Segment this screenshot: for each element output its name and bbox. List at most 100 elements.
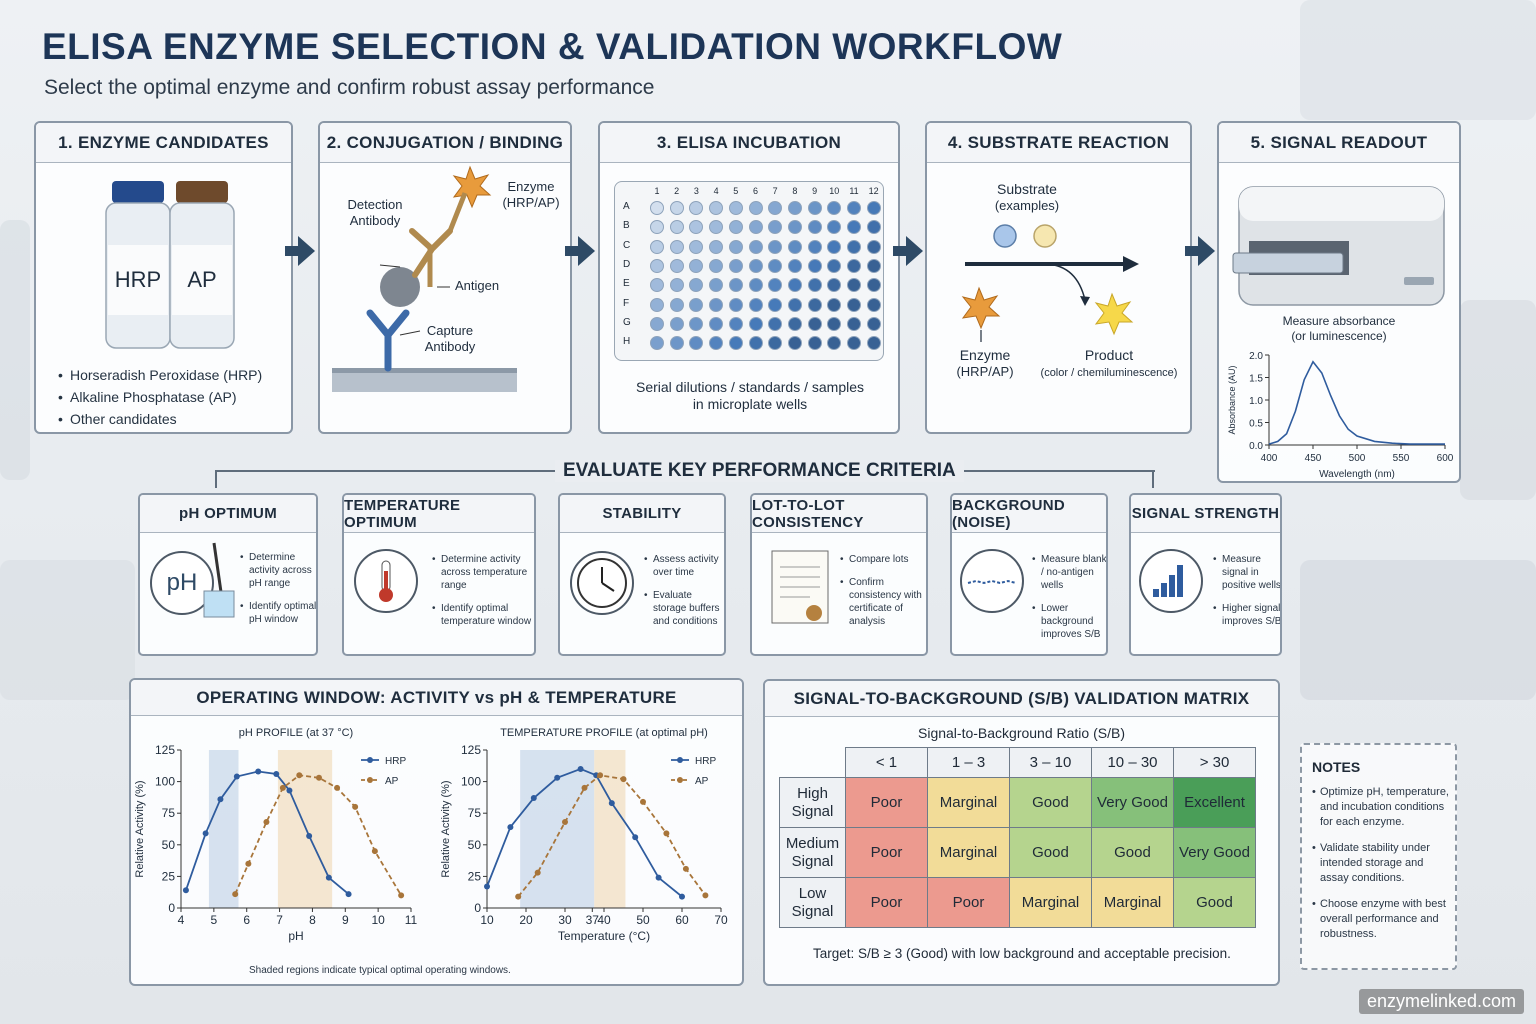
data-point (182, 887, 189, 894)
plate-well (827, 220, 842, 235)
plate-well (847, 239, 861, 254)
plate-well (787, 239, 802, 254)
data-point (702, 892, 709, 899)
plate-well (709, 258, 724, 273)
plate-well (827, 278, 842, 293)
reaction-illustration (961, 224, 1139, 342)
y-tick-label: 75 (162, 806, 176, 820)
list-item: Measure blank / no-antigen wells (1032, 553, 1106, 592)
matrix-column-header: < 1 (845, 747, 928, 778)
plate-well (650, 297, 664, 312)
data-point (306, 832, 313, 839)
plate-well (669, 239, 684, 254)
vials-illustration: HRP AP (105, 181, 235, 349)
plate-column-label: 8 (792, 186, 798, 196)
matrix-cell: Good (1173, 877, 1256, 928)
matrix-cell: Good (1091, 827, 1174, 878)
x-tick-label: 400 (1261, 453, 1278, 464)
x-axis-label: Temperature (°C) (558, 929, 650, 943)
plate-well (748, 239, 763, 254)
operating-window-title: OPERATING WINDOW: ACTIVITY vs pH & TEMPE… (131, 680, 742, 716)
plate-well (748, 278, 763, 293)
absorbance-spectrum-chart: 400 450 500 550 600 0.0 0.5 1.0 1.5 2.0 Wavelength… (1227, 351, 1454, 480)
plate-row-label: D (623, 258, 631, 270)
x-tick-label: 20 (519, 913, 533, 927)
page-subtitle: Select the optimal enzyme and confirm ro… (44, 76, 655, 99)
y-axis-label: Relative Activity (%) (440, 780, 452, 877)
plate-well (787, 316, 802, 331)
x-tick-label: 4 (178, 913, 185, 927)
plate-well (669, 316, 684, 331)
plate-well (787, 336, 802, 351)
list-item: Evaluate storage buffers and conditions (644, 589, 724, 628)
plate-well (650, 316, 664, 331)
plate-well (689, 201, 704, 215)
legend-marker (677, 777, 683, 783)
list-item: Optimize pH, temperature, and incubation… (1312, 785, 1449, 830)
flow-arrow-icon (893, 236, 923, 266)
plate-well (689, 297, 704, 312)
noise-icon (960, 549, 1024, 613)
plate-well (650, 258, 664, 273)
criterion-lot-consistency: LOT-TO-LOT CONSISTENCY Compare lots Conf… (750, 493, 928, 656)
plate-well (866, 258, 881, 273)
plate-well (728, 297, 743, 312)
data-point (263, 819, 270, 826)
list-item: Validate stability under intended storag… (1312, 841, 1449, 886)
plate-column-label: 10 (829, 186, 840, 196)
data-point (286, 787, 293, 794)
plate-well (787, 220, 802, 235)
plate-well (807, 316, 822, 331)
x-tick-label: 7 (276, 913, 283, 927)
matrix-column-header: 1 – 3 (927, 747, 1010, 778)
legend-label: AP (385, 776, 399, 787)
plate-well (689, 316, 704, 331)
data-point (316, 774, 322, 781)
y-tick-label: 25 (468, 869, 482, 883)
y-tick-label: 50 (162, 838, 176, 852)
table-row: Medium Signal Poor Marginal Good Good Very Goo… (779, 827, 1256, 878)
readout-caption: Measure absorbance (or luminescence) (1282, 314, 1396, 343)
enzyme-label: Enzyme (HRP/AP) (502, 179, 560, 210)
data-point (581, 784, 588, 791)
chart-title: TEMPERATURE PROFILE (at optimal pH) (500, 727, 708, 739)
matrix-cell: Poor (845, 777, 928, 828)
data-point (233, 773, 240, 780)
step-title: 2. CONJUGATION / BINDING (320, 123, 570, 163)
list-item: Choose enzyme with best overall performa… (1312, 897, 1449, 942)
matrix-cell: Marginal (1009, 877, 1092, 928)
plate-well (748, 258, 763, 273)
optimal-window-shade (520, 750, 595, 908)
list-item: Determine activity across pH range (240, 551, 316, 590)
plate-well (787, 278, 802, 293)
plate-well (650, 336, 664, 351)
list-item: Horseradish Peroxidase (HRP) (58, 367, 262, 383)
plate-well (787, 297, 802, 312)
x-tick-label: 5 (211, 913, 218, 927)
data-point (507, 824, 514, 831)
y-tick-label: 25 (162, 869, 176, 883)
enzyme-label: Enzyme (HRP/AP) (956, 347, 1014, 379)
plate-well (827, 336, 842, 351)
data-point (345, 891, 352, 898)
plate-well (768, 336, 783, 351)
y-tick-label: 0.5 (1249, 419, 1263, 430)
vial-label-hrp: HRP (115, 267, 161, 292)
optimal-window-shade (208, 750, 239, 908)
flow-arrow-icon (285, 236, 315, 266)
x-tick-label: 50 (636, 913, 650, 927)
plate-well (689, 258, 704, 273)
y-tick-label: 0.0 (1249, 441, 1263, 452)
plate-well (669, 336, 684, 351)
step-title: 3. ELISA INCUBATION (600, 123, 898, 163)
matrix-cell: Good (1009, 777, 1092, 828)
list-item: Higher signal improves S/B (1213, 602, 1280, 628)
data-point (663, 830, 670, 837)
criterion-background-noise: BACKGROUND (NOISE) Measure blank / no-an… (950, 493, 1108, 656)
data-point (620, 776, 627, 783)
x-tick-label: 11 (405, 913, 418, 927)
list-item: Identify optimal temperature window (432, 602, 532, 628)
plate-well (807, 239, 822, 254)
ph-profile-chart: pH PROFILE (at 37 °C) 4 5 6 7 8 9 10 11 0 25 50 75 10… (134, 727, 418, 943)
plate-well (807, 336, 822, 351)
